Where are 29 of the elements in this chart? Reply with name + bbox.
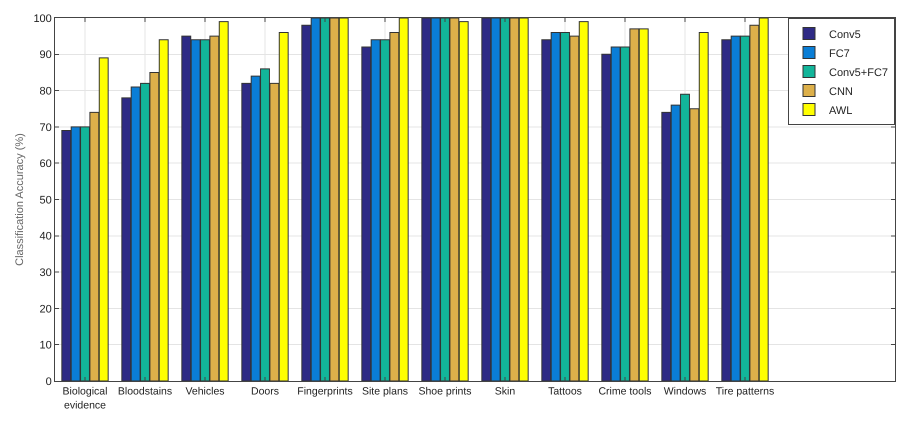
x-tick-label: Crime tools — [598, 386, 652, 398]
legend-label: CNN — [829, 86, 853, 98]
legend-label: Conv5+FC7 — [829, 66, 888, 79]
legend-label: FC7 — [829, 48, 850, 60]
x-tick-label: Windows — [664, 386, 706, 398]
y-tick-label: 60 — [40, 158, 52, 170]
y-tick-label: 10 — [40, 340, 52, 352]
legend-label: Conv5 — [829, 28, 861, 41]
y-tick-label: 40 — [40, 230, 52, 243]
legend-label: AWL — [829, 104, 852, 117]
y-tick-label: 80 — [40, 85, 52, 98]
y-tick-label: 90 — [40, 49, 52, 62]
x-tick-label: Site plans — [362, 386, 408, 398]
x-tick-label: Biological evidence — [62, 386, 108, 412]
y-tick-label: 70 — [40, 122, 52, 134]
y-tick-label: 50 — [40, 194, 52, 206]
y-axis-title: Classification Accuracy (%) — [14, 133, 26, 266]
y-tick-label: 0 — [46, 376, 52, 388]
x-tick-label: Doors — [250, 386, 280, 398]
y-tick-label: 100 — [33, 12, 52, 25]
x-tick-label: Vehicles — [185, 386, 225, 398]
x-tick-label: Skin — [494, 386, 516, 398]
x-tick-label: Tire patterns — [716, 386, 774, 398]
y-tick-label: 30 — [40, 266, 52, 279]
x-tick-label: Shoe prints — [418, 386, 472, 398]
x-tick-label: Fingerprints — [297, 386, 353, 398]
x-tick-label: Tattoos — [548, 386, 582, 398]
x-tick-label: Bloodstains — [118, 386, 172, 398]
y-tick-label: 20 — [40, 303, 52, 316]
